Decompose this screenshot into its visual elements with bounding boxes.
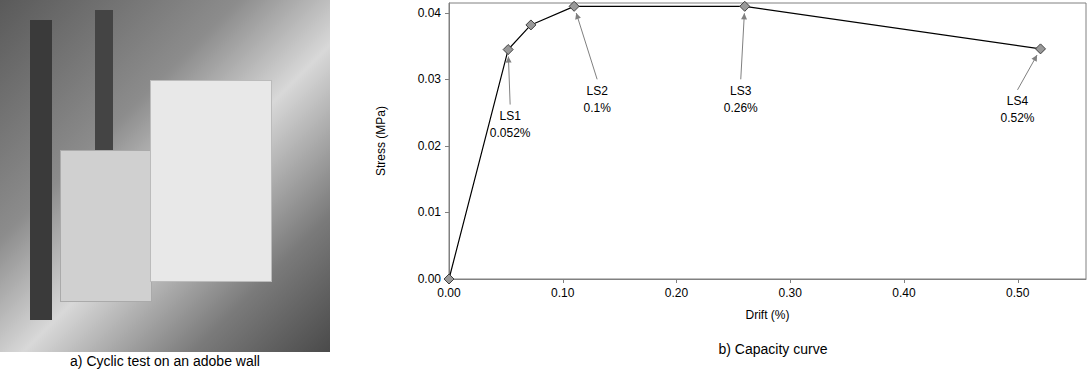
svg-text:0.20: 0.20 [665,286,689,300]
svg-text:0.52%: 0.52% [1000,111,1034,125]
svg-text:0.02: 0.02 [418,139,442,153]
svg-text:Stress (MPa): Stress (MPa) [374,106,388,176]
svg-text:0.01: 0.01 [418,205,442,219]
svg-text:0.50: 0.50 [1006,286,1030,300]
svg-text:LS1: LS1 [499,109,521,123]
svg-text:0.03: 0.03 [418,72,442,86]
html-text:a) Cyclic test on an adobe wal: a) Cyclic test on an adobe wall [70,353,260,369]
svg-text:0.00: 0.00 [437,286,461,300]
svg-text:0.00: 0.00 [418,272,442,286]
svg-text:0.10: 0.10 [551,286,575,300]
svg-text:0.1%: 0.1% [583,101,611,115]
svg-text:0.04: 0.04 [418,6,442,20]
svg-text:0.26%: 0.26% [724,101,758,115]
svg-text:0.30: 0.30 [779,286,803,300]
svg-text:0.40: 0.40 [892,286,916,300]
svg-text:b) Capacity curve: b) Capacity curve [719,341,828,357]
svg-text:LS2: LS2 [586,84,608,98]
svg-text:LS4: LS4 [1007,94,1029,108]
svg-text:0.052%: 0.052% [490,126,531,140]
svg-text:Drift (%): Drift (%) [746,308,790,322]
svg-text:LS3: LS3 [730,84,752,98]
